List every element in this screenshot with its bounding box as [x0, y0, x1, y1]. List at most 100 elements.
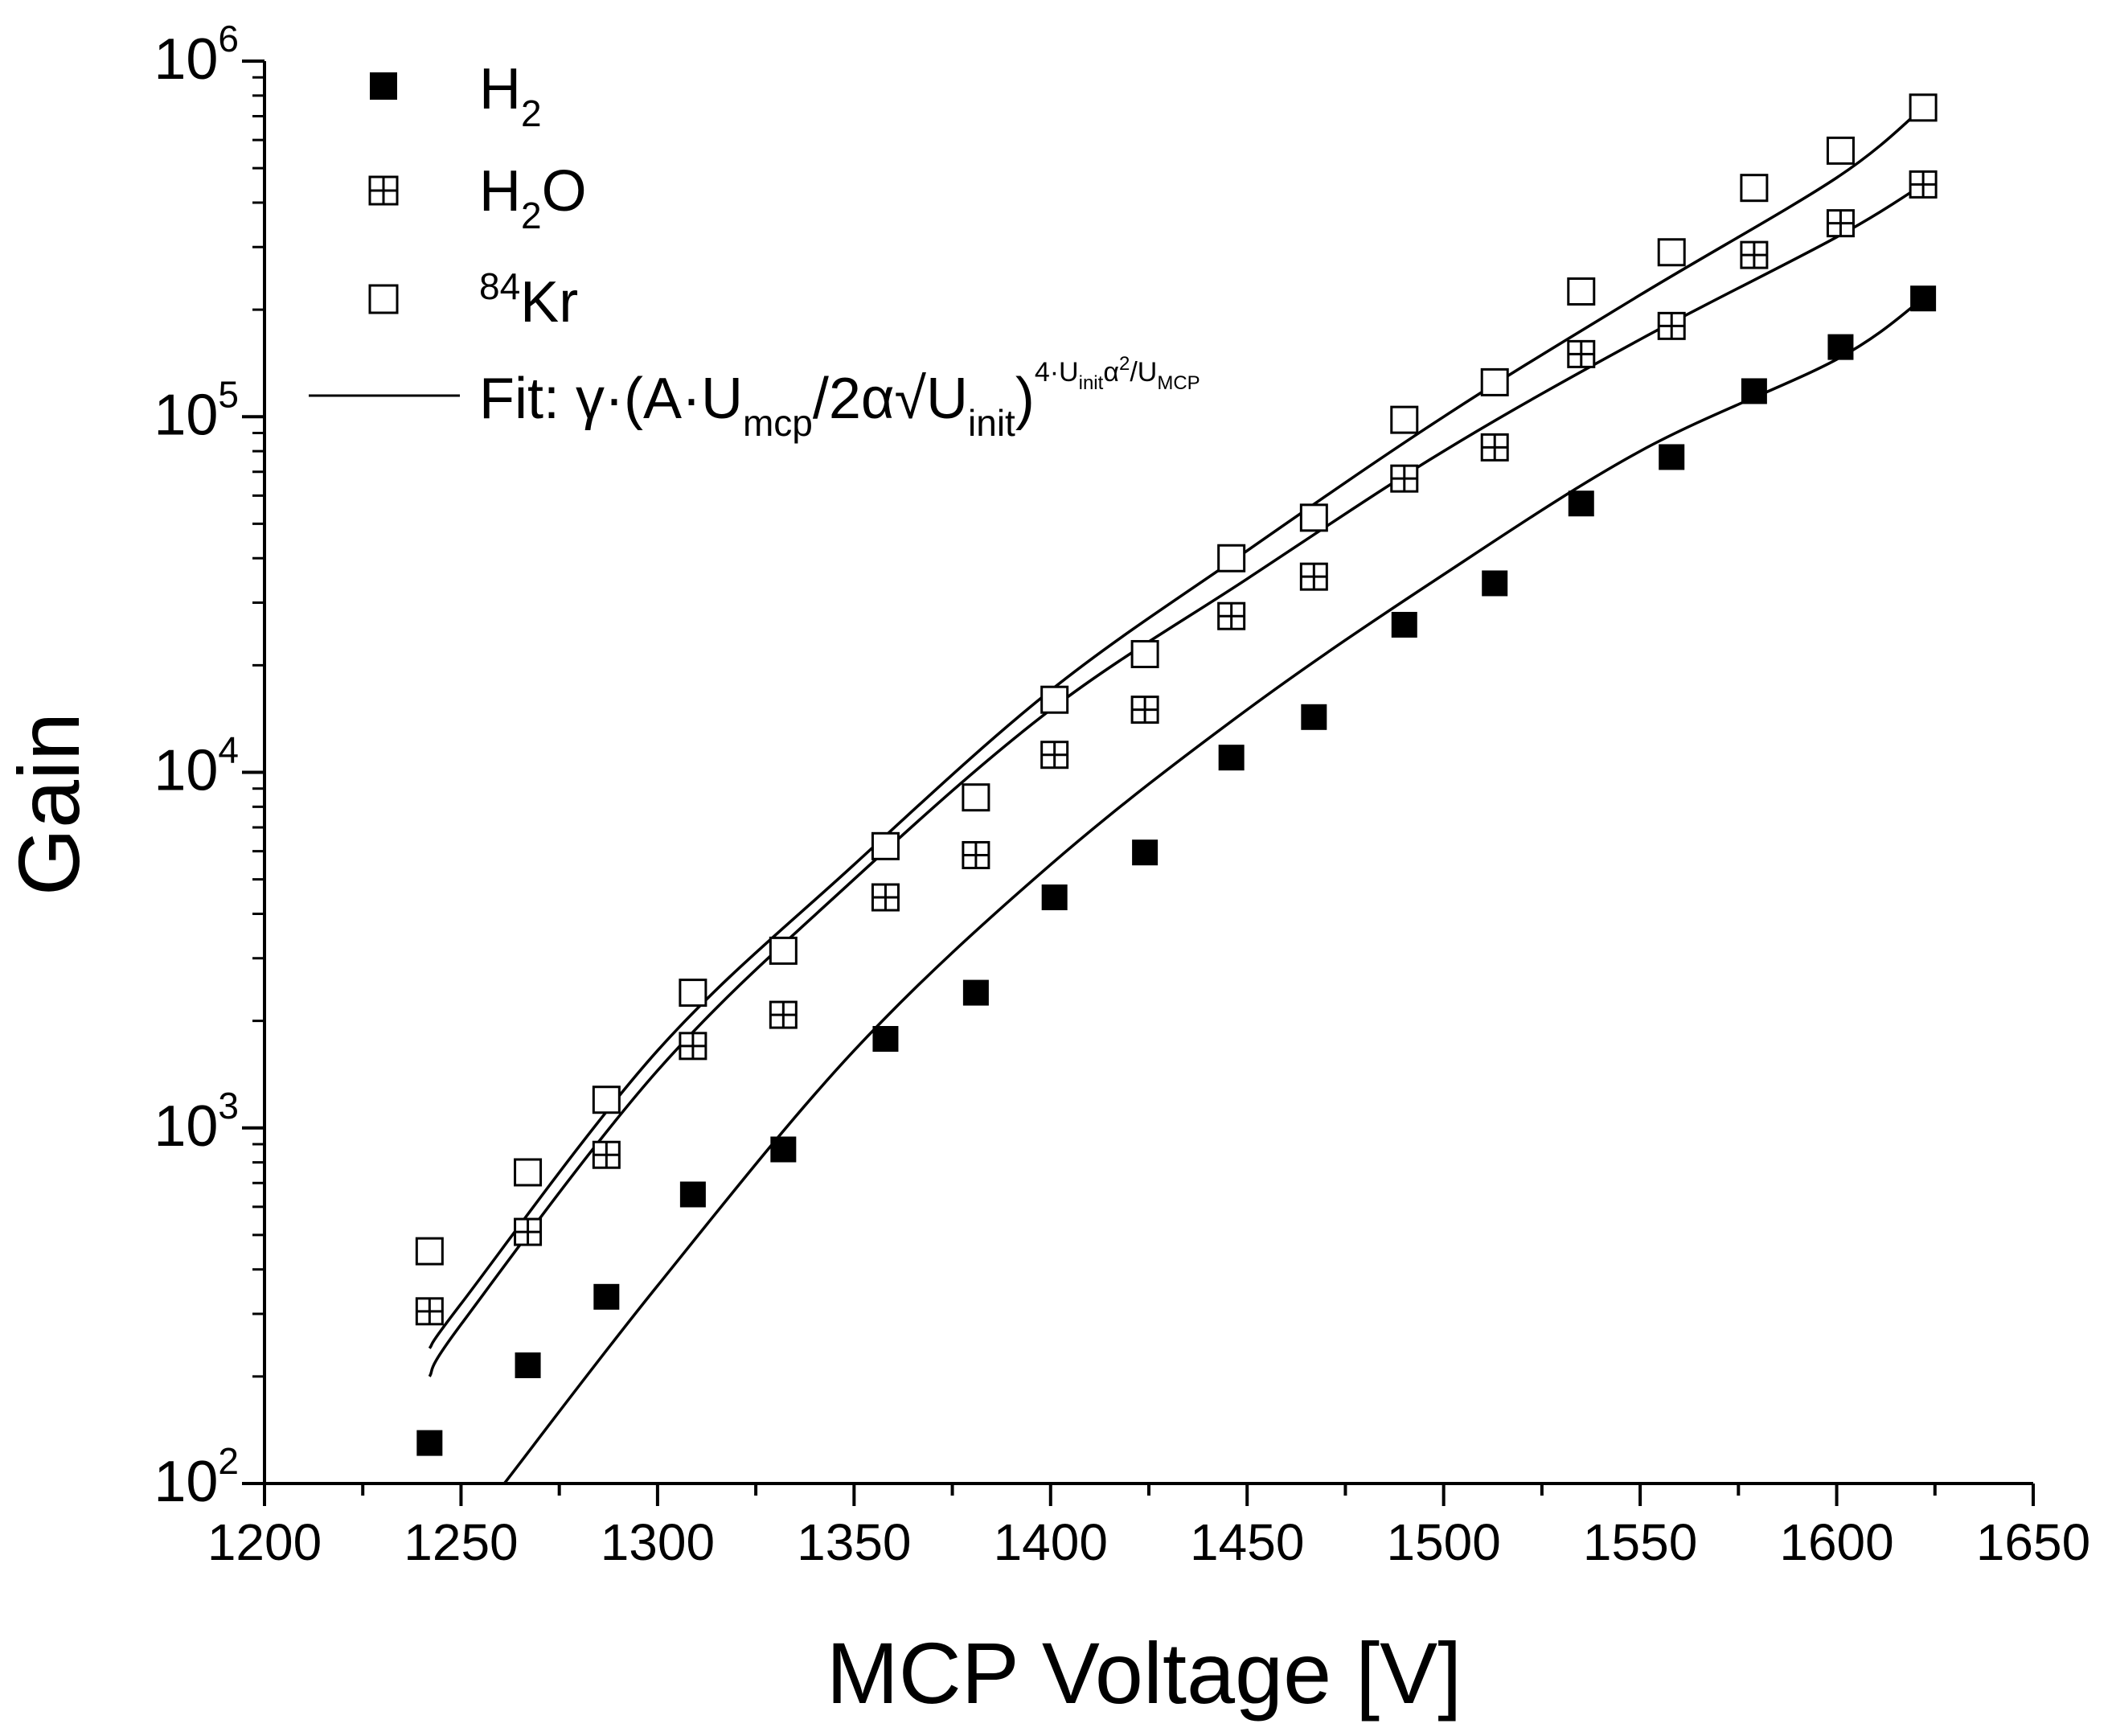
legend-item-h2: H2: [370, 57, 542, 134]
data-point-kr: [871, 831, 900, 860]
data-point-h2o: [514, 1217, 543, 1246]
data-point-h2: [1041, 884, 1068, 911]
y-tick-label: 103: [154, 1085, 239, 1159]
data-point-kr: [1826, 136, 1855, 165]
data-point-h2: [1391, 611, 1417, 638]
legend-sub-h2o: 2: [521, 195, 542, 236]
legend: H2 H2O 84Kr Fit: γ·(A·Umcp/2α√Uinit)4·Ui…: [309, 57, 1200, 444]
data-points: [415, 93, 1938, 1456]
data-point-h2: [1741, 378, 1767, 404]
fit-curve-open-square: [428, 106, 1925, 1349]
x-axis-label: MCP Voltage [V]: [826, 1624, 1462, 1722]
data-point-h2o: [1909, 170, 1938, 199]
data-point-h2: [1218, 745, 1245, 771]
legend-fit-exp-sub2: MCP: [1157, 372, 1200, 394]
data-point-h2o: [1826, 209, 1855, 238]
data-point-h2: [962, 979, 989, 1006]
data-point-kr: [1657, 238, 1686, 267]
data-point-h2: [770, 1136, 797, 1163]
legend-fit-sub1: mcp: [743, 402, 813, 444]
data-point-kr: [962, 783, 990, 812]
y-axis-label: Gain: [0, 712, 97, 896]
data-point-h2o: [1217, 601, 1246, 630]
svg-text:H2: H2: [479, 57, 542, 134]
fit-curve-filled-square: [502, 297, 1925, 1485]
data-point-h2o: [1657, 311, 1686, 340]
legend-item-kr: 84Kr: [368, 265, 578, 334]
data-point-h2o: [1130, 696, 1159, 724]
data-point-h2: [1827, 334, 1854, 360]
legend-fit-exp-sup: 2: [1119, 353, 1130, 375]
legend-fit-close: ): [1015, 367, 1035, 431]
legend-sub-h2: 2: [521, 92, 542, 134]
legend-fit-label: Fit: γ·(A·U: [479, 367, 743, 431]
data-point-kr: [1390, 405, 1419, 434]
data-point-h2: [1659, 444, 1685, 470]
y-tick-label: 106: [154, 18, 239, 92]
data-point-h2o: [679, 1032, 707, 1061]
data-point-kr: [1299, 503, 1328, 532]
x-tick-label: 1250: [404, 1513, 518, 1571]
data-point-h2: [515, 1352, 541, 1378]
data-point-h2: [1132, 839, 1159, 866]
data-point-kr: [415, 1237, 444, 1266]
legend-fit-exp-c: /U: [1130, 357, 1157, 388]
data-point-kr: [1480, 367, 1509, 396]
data-point-h2: [679, 1181, 706, 1208]
data-point-h2: [1301, 704, 1327, 730]
svg-text:84Kr: 84Kr: [479, 265, 578, 334]
data-point-kr: [592, 1086, 621, 1114]
data-point-kr: [769, 936, 798, 965]
data-point-kr: [514, 1158, 543, 1187]
data-point-kr: [1567, 277, 1596, 306]
svg-text:H2O: H2O: [479, 159, 587, 236]
x-tick-label: 1650: [1976, 1513, 2090, 1571]
data-point-h2o: [415, 1297, 444, 1326]
x-tick-label: 1200: [207, 1513, 322, 1571]
data-point-h2: [593, 1283, 620, 1310]
data-point-h2: [416, 1430, 443, 1456]
crossed-square-icon: [368, 175, 399, 206]
x-tick-label: 1400: [994, 1513, 1108, 1571]
data-point-h2o: [1299, 562, 1328, 591]
data-point-h2o: [1040, 741, 1069, 770]
data-point-kr: [1740, 174, 1769, 203]
legend-fit-exp-a: 4·U: [1035, 357, 1079, 388]
legend-item-fit: Fit: γ·(A·Umcp/2α√Uinit)4·Uinitα2/UMCP: [309, 353, 1200, 444]
data-point-kr: [1130, 639, 1159, 668]
data-point-h2o: [769, 1000, 798, 1029]
data-point-h2o: [1480, 433, 1509, 462]
data-point-h2: [1910, 285, 1937, 312]
legend-fit-exp-sub1: init: [1079, 372, 1104, 394]
open-square-icon: [368, 284, 399, 314]
data-point-kr: [679, 979, 707, 1008]
data-point-h2: [1568, 490, 1594, 517]
y-tick-label: 102: [154, 1440, 239, 1514]
data-point-kr: [1909, 93, 1938, 122]
legend-fit-mid: /2α√U: [813, 367, 968, 431]
legend-tail-h2o: O: [542, 159, 587, 224]
data-point-h2o: [1567, 339, 1596, 368]
legend-label-h2o: H: [479, 159, 521, 224]
legend-fit-sub2: init: [968, 402, 1015, 444]
data-point-h2o: [592, 1140, 621, 1169]
fit-curves: [428, 106, 1925, 1485]
data-point-kr: [1217, 544, 1246, 573]
x-tick-label: 1500: [1386, 1513, 1500, 1571]
y-tick-label: 104: [154, 729, 239, 803]
x-tick-label: 1300: [601, 1513, 715, 1571]
data-point-h2: [1482, 570, 1508, 597]
legend-item-h2o: H2O: [368, 159, 587, 236]
legend-label-h2: H: [479, 57, 521, 121]
svg-text:Fit: γ·(A·Umcp/2α√Uinit)4·Uini: Fit: γ·(A·Umcp/2α√Uinit)4·Uinitα2/UMCP: [479, 353, 1200, 444]
x-tick-label: 1550: [1583, 1513, 1697, 1571]
fit-curve-crossed-square: [428, 183, 1925, 1377]
x-tick-label: 1350: [797, 1513, 911, 1571]
data-point-h2o: [1390, 464, 1419, 493]
data-point-h2o: [1740, 240, 1769, 269]
data-point-h2: [872, 1026, 899, 1053]
legend-fit-exp-b: α: [1103, 357, 1119, 388]
filled-square-icon: [370, 72, 397, 100]
data-point-kr: [1040, 685, 1069, 714]
data-point-h2o: [871, 883, 900, 912]
